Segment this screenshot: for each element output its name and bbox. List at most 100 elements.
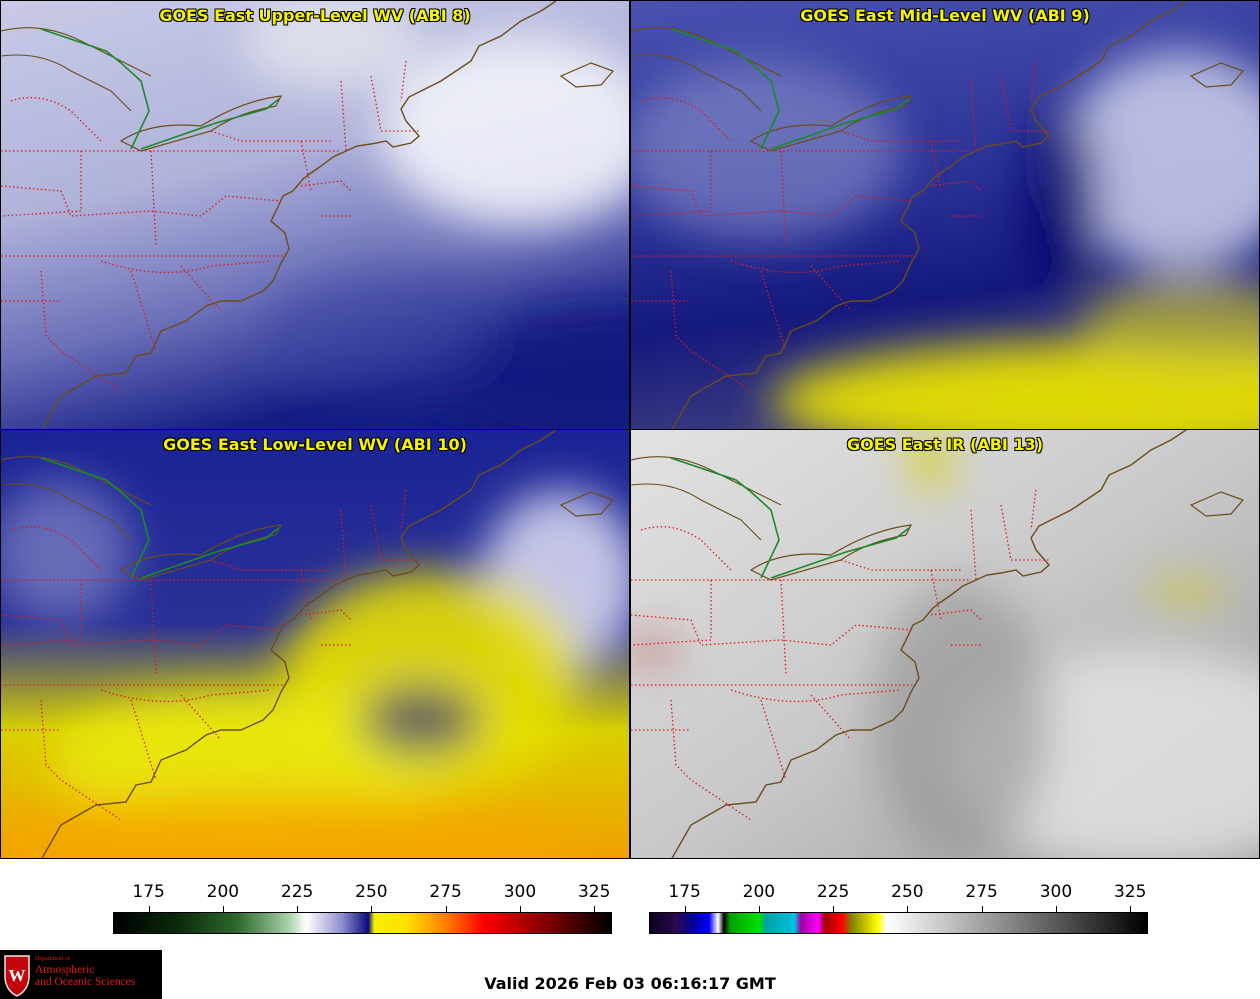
moisture-feature <box>361 685 481 755</box>
panel-ir: GOES East IR (ABI 13) <box>630 429 1260 859</box>
state-border <box>1 185 282 217</box>
valid-time: Valid 2026 Feb 03 06:16:17 GMT <box>484 974 776 993</box>
ir-image <box>631 430 1259 858</box>
ir-tick-mark <box>1130 906 1132 912</box>
state-border <box>300 609 352 621</box>
ir-tick-label: 325 <box>1113 882 1147 902</box>
state-border <box>631 580 712 646</box>
ir-tick-label: 300 <box>1039 882 1073 902</box>
moisture-features <box>631 430 1259 858</box>
wv-tick-label: 175 <box>132 882 165 902</box>
state-border <box>1 614 282 646</box>
ir-tick-mark <box>1055 906 1057 912</box>
moisture-feature <box>871 580 1051 858</box>
map-overlay <box>631 430 1245 858</box>
great-lakes-north-shore <box>1 27 152 112</box>
great-lakes-north-shore <box>631 27 782 112</box>
mid-level-wv-title: GOES East Mid-Level WV (ABI 9) <box>800 6 1090 25</box>
state-border <box>40 270 122 392</box>
wv-tick-label: 300 <box>503 882 537 902</box>
low-level-wv-image <box>1 430 629 858</box>
moisture-feature <box>261 271 501 391</box>
wv-tick-label: 325 <box>577 882 611 902</box>
nova-scotia-coast <box>559 62 615 88</box>
logo-department: Department of <box>35 956 70 962</box>
state-border <box>631 185 912 217</box>
moisture-feature <box>1 795 581 858</box>
wv-tick-mark <box>445 906 447 912</box>
map-overlay <box>1 1 615 429</box>
ir-tick-mark <box>907 906 909 912</box>
ir-tick-label: 200 <box>742 882 776 902</box>
mid-level-wv-image <box>631 1 1259 429</box>
coastline <box>41 1 557 429</box>
state-border <box>1 151 82 217</box>
state-border <box>100 260 272 274</box>
moisture-feature <box>1061 51 1259 271</box>
coastline <box>41 430 557 858</box>
ir-tick-mark <box>981 906 983 912</box>
great-lakes-north-shore <box>1 456 152 541</box>
moisture-feature <box>631 61 901 241</box>
state-border <box>210 559 312 621</box>
ir-tick-label: 275 <box>965 882 998 902</box>
ir-tick-label: 250 <box>891 882 924 902</box>
ir-tick-mark <box>758 906 760 912</box>
panel-low-level-wv: GOES East Low-Level WV (ABI 10) <box>0 429 630 859</box>
logo-name: Atmospheric and Oceanic Sciences <box>35 964 135 988</box>
ir-title: GOES East IR (ABI 13) <box>846 435 1044 454</box>
wv-tick-label: 250 <box>355 882 388 902</box>
state-border <box>670 270 752 392</box>
state-border <box>1030 60 1037 102</box>
moisture-feature <box>51 690 451 830</box>
state-border <box>400 60 407 102</box>
moisture-feature <box>1021 111 1101 291</box>
state-border <box>631 151 712 217</box>
upper-level-wv-title: GOES East Upper-Level WV (ABI 8) <box>159 6 471 25</box>
moisture-features <box>631 51 1259 429</box>
coastline <box>671 1 1187 429</box>
wv-tick-label: 275 <box>429 882 462 902</box>
wv-tick-mark <box>222 906 224 912</box>
ir-tick-mark <box>684 906 686 912</box>
state-border <box>730 689 902 703</box>
state-border <box>100 689 272 703</box>
low-level-wv-title: GOES East Low-Level WV (ABI 10) <box>163 435 467 454</box>
upper-level-wv-image <box>1 1 629 429</box>
ir-colorbar-gradient <box>649 912 1148 934</box>
moisture-feature <box>1151 585 1221 605</box>
wv-tick-mark <box>371 906 373 912</box>
logo-line-atmospheric: Atmospheric <box>35 964 95 976</box>
us-canada-border <box>670 28 910 150</box>
state-border <box>840 559 942 621</box>
state-border <box>40 699 122 821</box>
wv-colorbar-gradient <box>113 912 612 934</box>
us-canada-border <box>40 28 280 150</box>
moisture-features <box>241 1 629 429</box>
state-border <box>300 180 352 192</box>
state-border <box>1030 489 1037 531</box>
nova-scotia-coast <box>1189 62 1245 88</box>
uw-crest-icon: W <box>4 955 30 997</box>
ir-tick-label: 225 <box>816 882 850 902</box>
wv-tick-label: 225 <box>280 882 314 902</box>
wv-tick-mark <box>148 906 150 912</box>
panel-upper-level-wv: GOES East Upper-Level WV (ABI 8) <box>0 0 630 430</box>
us-canada-border <box>670 457 910 579</box>
panel-mid-level-wv: GOES East Mid-Level WV (ABI 9) <box>630 0 1260 430</box>
nova-scotia-coast <box>1189 491 1245 517</box>
coastline <box>671 430 1187 858</box>
logo-line-oceanic: and Oceanic Sciences <box>35 976 136 988</box>
state-border <box>210 130 312 192</box>
state-border <box>930 180 982 192</box>
us-canada-border <box>40 457 280 579</box>
wv-tick-mark <box>519 906 521 912</box>
moisture-feature <box>241 1 421 91</box>
moisture-features <box>1 480 629 858</box>
state-border <box>930 609 982 621</box>
great-lakes-north-shore <box>631 456 782 541</box>
moisture-feature <box>381 36 629 226</box>
moisture-feature <box>771 341 1259 429</box>
aos-logo: W Department of Atmospheric and Oceanic … <box>0 950 162 999</box>
map-overlay <box>1 430 615 858</box>
